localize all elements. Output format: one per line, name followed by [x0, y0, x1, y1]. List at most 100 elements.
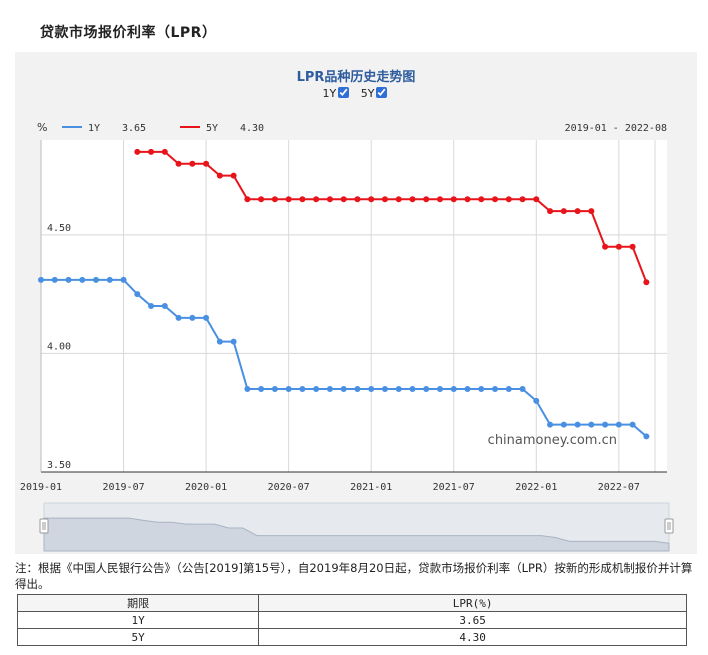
data-point-1y	[574, 421, 581, 428]
table-header-term: 期限	[16, 594, 260, 612]
data-point-1y	[203, 314, 210, 321]
data-point-1y	[175, 314, 182, 321]
data-point-1y	[106, 276, 113, 283]
chart-title: LPR品种历史走势图	[296, 70, 416, 85]
data-point-1y	[519, 386, 526, 392]
data-point-5y	[409, 196, 416, 203]
data-point-1y	[533, 397, 540, 404]
data-point-1y	[148, 303, 155, 309]
legend-name: 5Y	[206, 123, 218, 134]
data-point-1y	[643, 433, 650, 440]
data-point-5y	[547, 208, 554, 215]
data-point-5y	[148, 148, 155, 155]
data-point-5y	[423, 196, 430, 203]
data-point-1y	[560, 421, 567, 428]
toggle-5y-label: 5Y	[360, 87, 375, 100]
data-point-1y	[230, 338, 237, 345]
data-point-1y	[409, 386, 416, 392]
data-point-5y	[203, 160, 210, 167]
x-tick-label: 2019-01	[20, 482, 62, 493]
y-unit-label: %	[37, 121, 47, 134]
data-point-1y	[189, 314, 196, 321]
data-point-5y	[519, 196, 526, 203]
data-point-5y	[436, 196, 443, 203]
data-point-1y	[588, 421, 595, 428]
data-point-5y	[560, 208, 567, 215]
legend-value: 4.30	[240, 123, 264, 134]
data-point-5y	[464, 196, 471, 203]
data-point-1y	[244, 386, 251, 392]
series-toggles: 1Y 5Y	[15, 87, 697, 100]
data-point-1y	[505, 386, 512, 392]
data-point-5y	[381, 196, 388, 203]
data-point-5y	[354, 196, 361, 203]
x-tick-label: 2019-07	[102, 482, 144, 493]
data-point-1y	[313, 386, 320, 392]
data-point-5y	[299, 196, 306, 203]
lpr-chart: 3.50 4.00 4.50 2019-01 2019-07 2020-01 2020-07…	[20, 121, 674, 552]
zoom-handle-right[interactable]	[664, 518, 674, 534]
data-point-1y	[629, 421, 636, 428]
data-point-1y	[395, 386, 402, 392]
data-point-1y	[93, 276, 100, 283]
data-point-1y	[436, 386, 443, 392]
zoom-handle-left[interactable]	[39, 518, 49, 534]
footnote: 注：根据《中国人民银行公告》（公告[2019]第15号），自2019年8月20日…	[15, 561, 693, 591]
table-header-row: 期限 LPR(%)	[16, 594, 687, 612]
table-header-lpr: LPR(%)	[258, 594, 687, 612]
data-point-1y	[478, 386, 485, 392]
data-point-5y	[134, 148, 141, 155]
data-point-1y	[340, 386, 347, 392]
data-point-5y	[189, 160, 196, 167]
plot-area	[41, 140, 667, 472]
table-row: 5Y 4.30	[16, 628, 687, 646]
data-point-5y	[615, 243, 622, 250]
legend-value: 3.65	[122, 123, 146, 134]
data-point-5y	[574, 208, 581, 215]
data-point-5y	[602, 243, 609, 250]
table-cell-value: 4.30	[258, 628, 687, 646]
data-point-5y	[588, 208, 595, 215]
data-point-5y	[395, 196, 402, 203]
data-point-1y	[326, 386, 333, 392]
data-point-5y	[230, 172, 237, 179]
y-tick-label: 3.50	[47, 460, 71, 471]
data-point-1y	[285, 386, 292, 392]
x-tick-label: 2021-01	[350, 482, 392, 493]
data-point-1y	[547, 421, 554, 428]
data-point-1y	[38, 276, 44, 283]
zoom-slider-preview	[43, 517, 670, 552]
toggle-5y-checkbox[interactable]	[376, 87, 388, 98]
data-point-5y	[175, 160, 182, 167]
data-point-5y	[216, 172, 223, 179]
toggle-1y-checkbox[interactable]	[338, 87, 350, 98]
data-point-1y	[299, 386, 306, 392]
data-point-1y	[492, 386, 499, 392]
data-point-5y	[326, 196, 333, 203]
data-point-1y	[79, 276, 86, 283]
data-point-1y	[258, 386, 265, 392]
data-point-5y	[368, 196, 375, 203]
data-point-5y	[340, 196, 347, 203]
toggle-1y[interactable]: 1Y	[323, 87, 352, 100]
x-tick-label: 2022-01	[515, 482, 557, 493]
data-point-5y	[643, 279, 650, 286]
table-cell-term: 1Y	[16, 611, 260, 629]
data-point-5y	[271, 196, 278, 203]
y-tick-label: 4.00	[47, 341, 71, 352]
data-point-5y	[285, 196, 292, 203]
data-point-1y	[602, 421, 609, 428]
legend-name: 1Y	[88, 123, 100, 134]
data-point-1y	[368, 386, 375, 392]
toggle-5y[interactable]: 5Y	[361, 87, 390, 100]
data-point-1y	[271, 386, 278, 392]
x-tick-label: 2020-01	[185, 482, 227, 493]
data-point-5y	[244, 196, 251, 203]
x-tick-label: 2020-07	[268, 482, 310, 493]
date-range: 2019-01 - 2022-08	[565, 123, 667, 134]
data-point-5y	[161, 148, 168, 155]
table-cell-term: 5Y	[16, 628, 260, 646]
data-point-1y	[65, 276, 72, 283]
data-point-1y	[381, 386, 388, 392]
data-point-5y	[505, 196, 512, 203]
